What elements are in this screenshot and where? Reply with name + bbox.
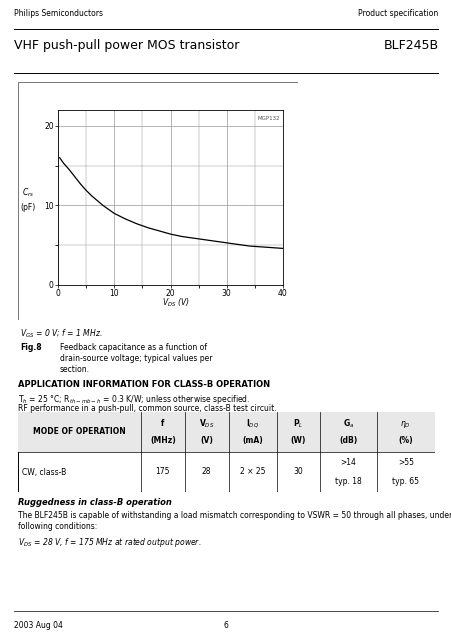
Text: drain-source voltage; typical values per: drain-source voltage; typical values per [60, 354, 212, 363]
Text: I$_{DQ}$: I$_{DQ}$ [245, 418, 258, 431]
Text: 30: 30 [293, 467, 303, 477]
Text: 2003 Aug 04: 2003 Aug 04 [14, 621, 62, 630]
Text: (W): (W) [290, 435, 305, 445]
Text: MODE OF OPERATION: MODE OF OPERATION [33, 428, 126, 436]
Text: BLF245B: BLF245B [382, 39, 437, 52]
Text: Ruggedness in class-B operation: Ruggedness in class-B operation [18, 498, 171, 507]
Text: G$_a$: G$_a$ [342, 418, 353, 430]
Text: V$_{DS}$ = 28 V, f = 175 MHz at rated output power.: V$_{DS}$ = 28 V, f = 175 MHz at rated ou… [18, 536, 201, 549]
Text: CW, class-B: CW, class-B [22, 467, 66, 477]
Text: Product specification: Product specification [357, 9, 437, 18]
Text: Feedback capacitance as a function of: Feedback capacitance as a function of [60, 343, 207, 352]
Text: (%): (%) [398, 435, 412, 445]
Text: C$_{rs}$: C$_{rs}$ [22, 186, 34, 199]
Text: V$_{DS}$ (V): V$_{DS}$ (V) [161, 297, 189, 309]
Text: Philips Semiconductors: Philips Semiconductors [14, 9, 102, 18]
Text: 2 × 25: 2 × 25 [239, 467, 265, 477]
Text: MGP132: MGP132 [257, 116, 280, 122]
Text: V$_{DS}$: V$_{DS}$ [198, 418, 214, 430]
Text: section.: section. [60, 365, 90, 374]
Text: (mA): (mA) [242, 435, 262, 445]
Bar [18, 412, 434, 452]
Text: $\eta_D$: $\eta_D$ [400, 419, 410, 429]
Text: 6: 6 [223, 621, 228, 630]
Text: APPLICATION INFORMATION FOR CLASS-B OPERATION: APPLICATION INFORMATION FOR CLASS-B OPER… [18, 380, 270, 389]
Text: (pF): (pF) [20, 203, 36, 212]
Text: f: f [161, 419, 164, 429]
Text: >55: >55 [397, 458, 413, 467]
Text: 175: 175 [155, 467, 170, 477]
Text: typ. 65: typ. 65 [391, 477, 419, 486]
Text: T$_h$ = 25 °C; R$_{th-mb-h}$ = 0.3 K/W; unless otherwise specified.: T$_h$ = 25 °C; R$_{th-mb-h}$ = 0.3 K/W; … [18, 393, 250, 406]
Text: (MHz): (MHz) [150, 435, 175, 445]
Text: (dB): (dB) [339, 435, 357, 445]
Text: V$_{GS}$ = 0 V; f = 1 MHz.: V$_{GS}$ = 0 V; f = 1 MHz. [20, 328, 102, 340]
Text: VHF push-pull power MOS transistor: VHF push-pull power MOS transistor [14, 39, 239, 52]
Text: Fig.8: Fig.8 [20, 343, 41, 352]
Text: P$_L$: P$_L$ [293, 418, 303, 430]
Text: The BLF245B is capable of withstanding a load mismatch corresponding to VSWR = 5: The BLF245B is capable of withstanding a… [18, 511, 451, 520]
Text: following conditions:: following conditions: [18, 522, 97, 531]
Text: >14: >14 [340, 458, 356, 467]
Text: RF performance in a push-pull, common source, class-B test circuit.: RF performance in a push-pull, common so… [18, 404, 276, 413]
Text: 28: 28 [202, 467, 211, 477]
Text: (V): (V) [200, 435, 213, 445]
Text: typ. 18: typ. 18 [334, 477, 361, 486]
